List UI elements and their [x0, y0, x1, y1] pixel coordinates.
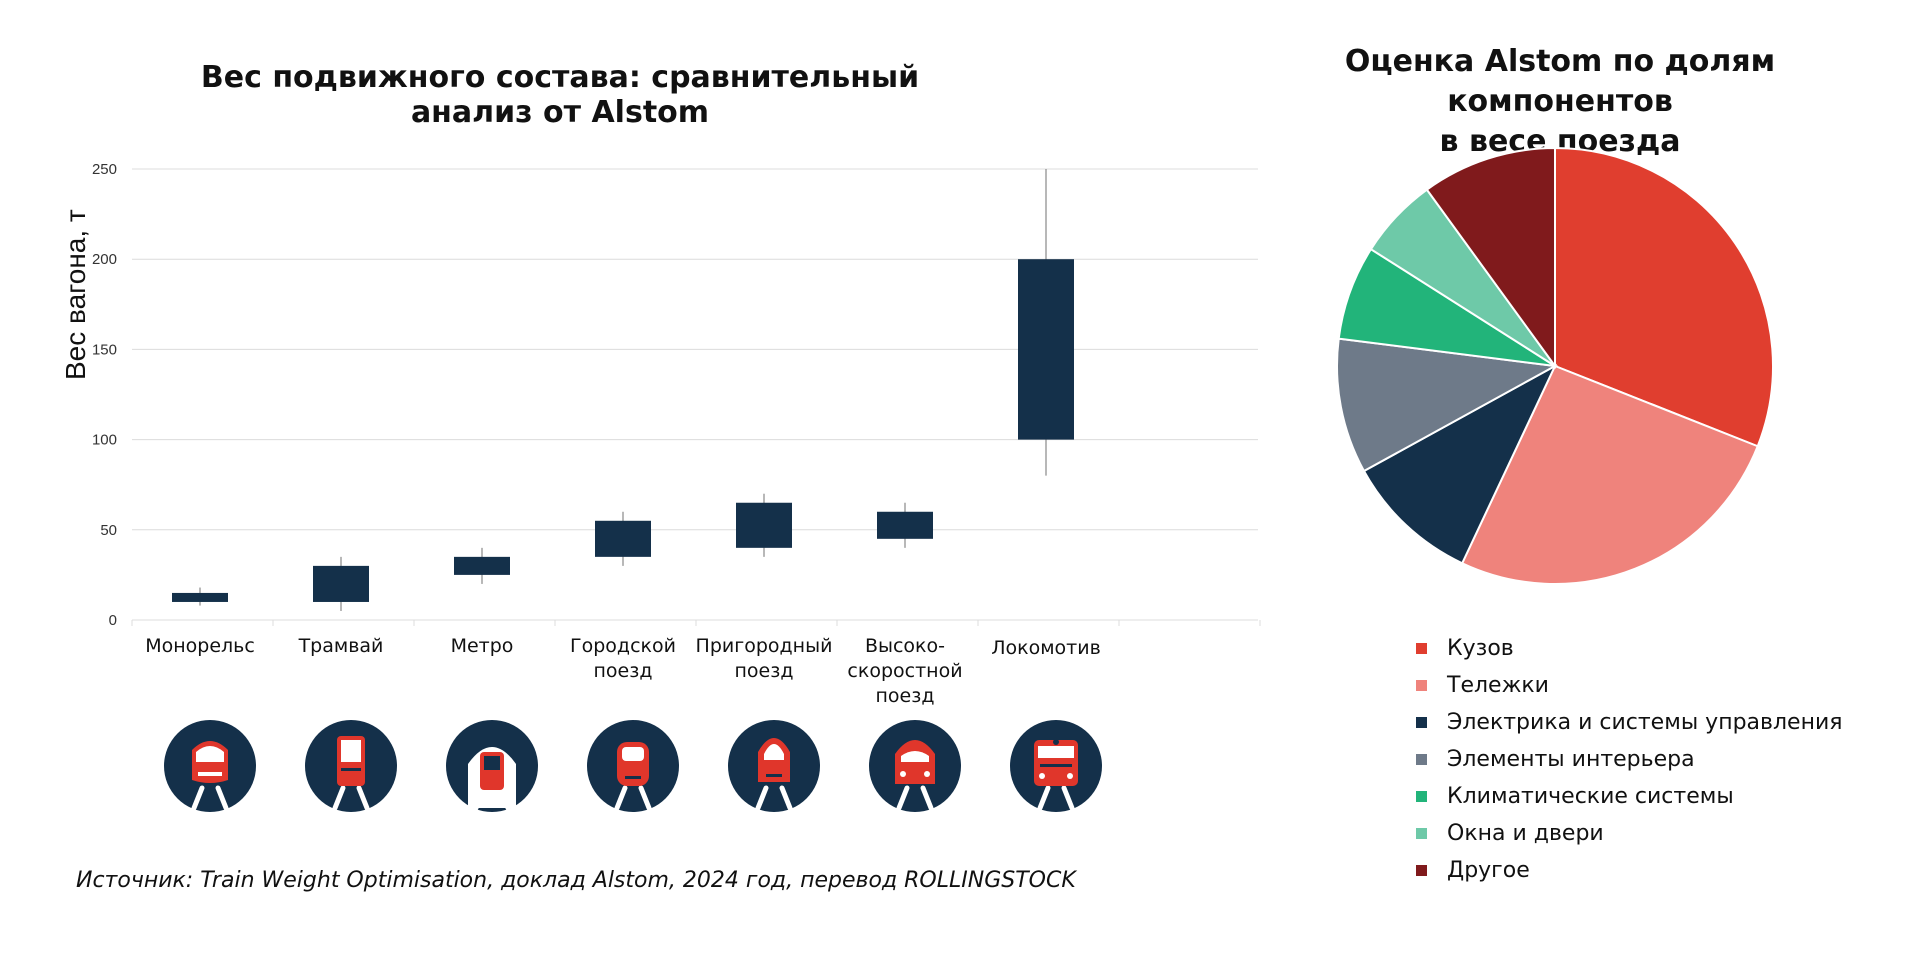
category-label-line: скоростной — [847, 660, 963, 682]
legend-item: Электрика и системы управления — [1416, 704, 1843, 741]
legend-label: Элементы интерьера — [1447, 747, 1695, 772]
category-label: Локомотив — [971, 636, 1121, 661]
legend-swatch — [1416, 791, 1427, 802]
legend-item: Окна и двери — [1416, 815, 1843, 852]
category-label: Высоко-скоростной поезд — [830, 634, 980, 709]
box-chart-title: Вес подвижного состава: сравнительный ан… — [200, 60, 920, 130]
category-label-line: Высоко- — [864, 635, 946, 657]
pie-slice-1 — [1460, 364, 1759, 585]
y-tick-label: 200 — [92, 251, 117, 268]
monorail-icon — [164, 720, 256, 812]
city-train-icon — [587, 720, 679, 812]
legend-item: Другое — [1416, 852, 1843, 889]
pie-legend: Кузов Тележки Электрика и системы управлен… — [1416, 630, 1843, 889]
category-label: Монорельс — [125, 634, 275, 659]
y-tick-label: 0 — [109, 612, 117, 629]
y-tick-label: 150 — [92, 341, 117, 358]
category-label-line: поезд — [734, 660, 794, 682]
tram-icon — [305, 720, 397, 812]
locomotive-icon — [1010, 720, 1102, 812]
legend-swatch — [1416, 828, 1427, 839]
y-tick-label: 50 — [100, 522, 117, 539]
legend-label: Тележки — [1447, 673, 1549, 698]
box-2 — [454, 556, 510, 575]
category-label: Городской поезд — [548, 634, 698, 684]
suburban-train-icon — [728, 720, 820, 812]
category-label-line: Трамвай — [298, 635, 384, 657]
legend-swatch — [1416, 680, 1427, 691]
y-tick-label: 100 — [92, 432, 117, 449]
legend-label: Электрика и системы управления — [1447, 710, 1843, 735]
pie-slice-0 — [1554, 146, 1774, 448]
high-speed-train-icon — [869, 720, 961, 812]
legend-swatch — [1416, 717, 1427, 728]
legend-label: Другое — [1447, 858, 1530, 883]
category-label-line: Монорельс — [145, 635, 255, 657]
pie-title-line1: Оценка Alstom по долям компонентов — [1344, 44, 1776, 119]
legend-swatch — [1416, 754, 1427, 765]
box-3 — [595, 520, 651, 557]
legend-item: Тележки — [1416, 667, 1843, 704]
source-note: Источник: Train Weight Optimisation, док… — [76, 868, 1076, 893]
category-label-line: Городской — [570, 635, 676, 657]
legend-label: Кузов — [1447, 636, 1514, 661]
legend-item: Кузов — [1416, 630, 1843, 667]
y-axis-label: Вес вагона, т — [60, 209, 91, 380]
pie-slice-2 — [1362, 363, 1558, 565]
category-label-line: Метро — [450, 635, 514, 657]
category-label: Трамвай — [266, 634, 416, 659]
category-label-line: поезд — [875, 685, 935, 707]
legend-swatch — [1416, 865, 1427, 876]
legend-item: Климатические системы — [1416, 778, 1843, 815]
box-6 — [1018, 259, 1074, 440]
pie-slice-6 — [1425, 146, 1556, 370]
category-label-line: Пригородный — [695, 635, 833, 657]
category-label-line: Локомотив — [991, 637, 1101, 659]
box-5 — [877, 511, 933, 539]
box-1 — [313, 565, 369, 602]
box-0 — [172, 592, 228, 602]
pie-slice-3 — [1336, 337, 1559, 473]
legend-item: Элементы интерьера — [1416, 741, 1843, 778]
metro-icon — [446, 720, 538, 812]
y-tick-label: 250 — [92, 161, 117, 178]
category-label: Пригородный поезд — [689, 634, 839, 684]
legend-label: Окна и двери — [1447, 821, 1604, 846]
legend-swatch — [1416, 643, 1427, 654]
category-label: Метро — [407, 634, 557, 659]
box-4 — [736, 502, 792, 548]
category-label-line: поезд — [593, 660, 653, 682]
legend-label: Климатические системы — [1447, 784, 1734, 809]
